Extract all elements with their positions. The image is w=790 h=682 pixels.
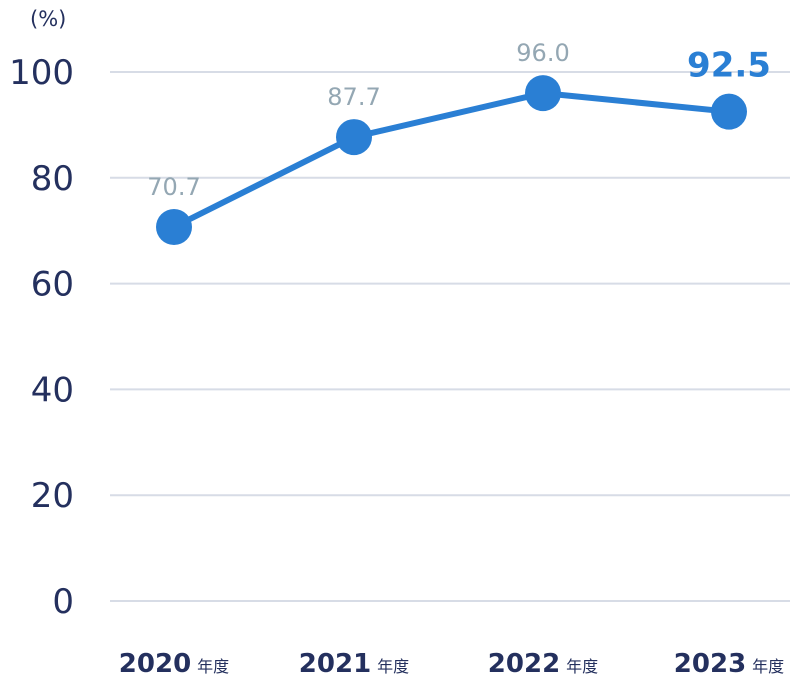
x-tick-year: 2020	[119, 649, 191, 679]
y-tick-label: 20	[31, 476, 74, 516]
data-label: 87.7	[327, 83, 380, 111]
x-tick-label: 2022 年度	[488, 649, 598, 679]
x-tick-year: 2022	[488, 649, 560, 679]
x-axis-ticks: 2020 年度 2021 年度 2022 年度 2023 年度	[119, 649, 784, 679]
data-label: 96.0	[516, 39, 569, 67]
y-tick-label: 60	[31, 265, 74, 305]
y-unit-label: (%)	[30, 7, 66, 31]
y-tick-label: 40	[31, 370, 74, 410]
x-tick-suffix: 年度	[566, 657, 598, 676]
x-tick-label: 2021 年度	[299, 649, 409, 679]
x-tick-suffix: 年度	[377, 657, 409, 676]
x-tick-label: 2023 年度	[674, 649, 784, 679]
x-tick-label: 2020 年度	[119, 649, 229, 679]
data-point	[711, 93, 747, 130]
gridlines	[110, 71, 790, 602]
data-label: 70.7	[147, 173, 200, 201]
data-labels: 70.7 87.7 96.0 92.5	[147, 39, 771, 201]
series-line-group	[156, 75, 747, 245]
x-tick-year: 2023	[674, 649, 746, 679]
y-tick-label: 100	[9, 53, 74, 93]
data-point	[336, 119, 372, 156]
y-tick-label: 0	[52, 582, 74, 622]
data-point	[156, 208, 192, 245]
series-line	[172, 90, 730, 230]
data-label: 92.5	[687, 46, 771, 86]
y-tick-label: 80	[31, 159, 74, 199]
x-tick-year: 2021	[299, 649, 371, 679]
x-tick-suffix: 年度	[197, 657, 229, 676]
y-axis-ticks: 0 20 40 60 80 100	[9, 53, 74, 622]
x-tick-suffix: 年度	[752, 657, 784, 676]
data-point	[525, 75, 561, 112]
